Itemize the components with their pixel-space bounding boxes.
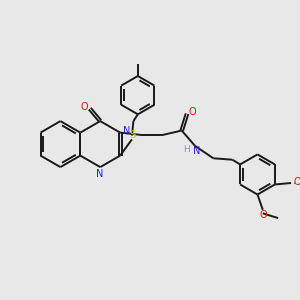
Text: H: H xyxy=(183,145,190,154)
Text: N: N xyxy=(123,125,130,136)
Text: O: O xyxy=(260,210,267,220)
Text: N: N xyxy=(193,146,200,156)
Text: O: O xyxy=(294,177,300,188)
Text: O: O xyxy=(81,102,88,112)
Text: N: N xyxy=(96,169,103,178)
Text: O: O xyxy=(188,107,196,117)
Text: S: S xyxy=(130,130,136,140)
